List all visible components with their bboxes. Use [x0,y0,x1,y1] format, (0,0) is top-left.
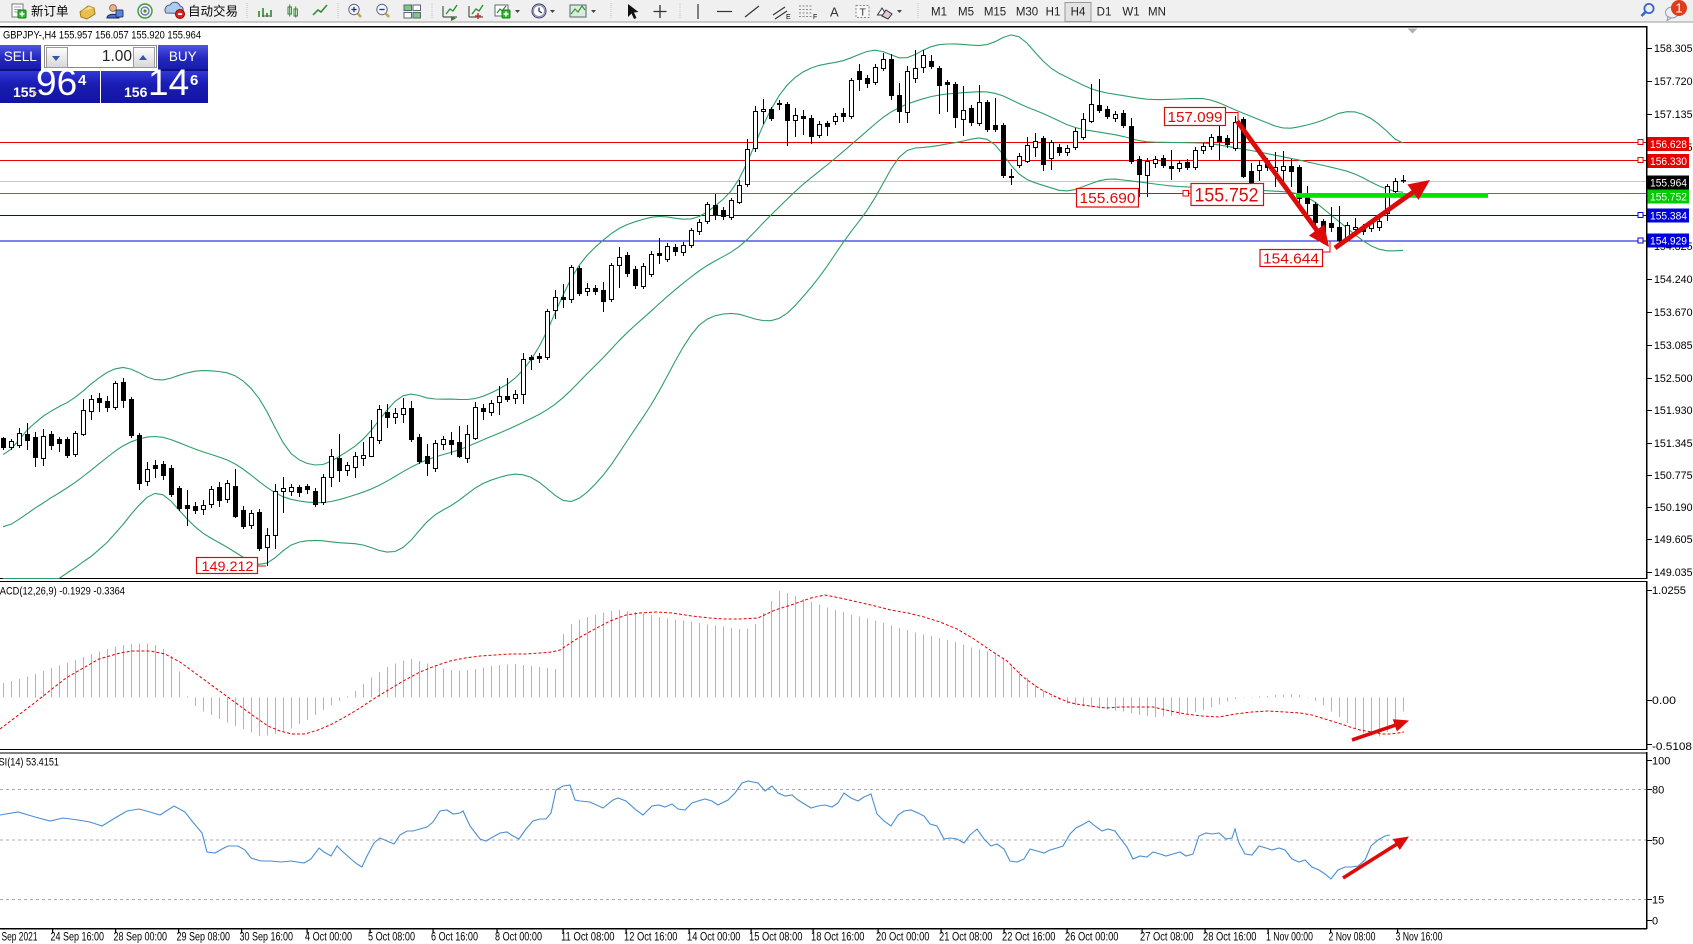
svg-text:153.670: 153.670 [1654,307,1693,319]
svg-text:155.752: 155.752 [1195,186,1259,207]
svg-text:6 Oct 16:00: 6 Oct 16:00 [431,930,478,944]
svg-text:4 Oct 00:00: 4 Oct 00:00 [305,930,352,944]
svg-text:MN: MN [1148,7,1166,19]
svg-text:11 Oct 08:00: 11 Oct 08:00 [561,930,615,944]
svg-text:28 Oct 16:00: 28 Oct 16:00 [1203,930,1257,944]
svg-text:149.212: 149.212 [202,558,254,574]
svg-text:158.305: 158.305 [1654,43,1693,55]
svg-text:5 Oct 08:00: 5 Oct 08:00 [368,930,415,944]
svg-text:1.0255: 1.0255 [1652,585,1686,597]
svg-text:M15: M15 [984,7,1006,19]
svg-text:3 Nov 16:00: 3 Nov 16:00 [1396,930,1443,944]
svg-text:1 Nov 00:00: 1 Nov 00:00 [1266,930,1313,944]
svg-text:1: 1 [1675,1,1682,16]
svg-text:154.644: 154.644 [1263,251,1319,268]
svg-text:15 Oct 08:00: 15 Oct 08:00 [749,930,803,944]
svg-text:30 Sep 16:00: 30 Sep 16:00 [240,930,294,944]
svg-text:8 Oct 00:00: 8 Oct 00:00 [495,930,542,944]
svg-text:M1: M1 [931,7,947,19]
svg-text:T: T [860,7,867,19]
svg-text:RSI(14) 53.4151: RSI(14) 53.4151 [0,757,59,769]
svg-text:149.035: 149.035 [1654,567,1693,579]
svg-text:157.135: 157.135 [1654,109,1693,121]
svg-text:27 Oct 08:00: 27 Oct 08:00 [1140,930,1194,944]
svg-text:14 Oct 00:00: 14 Oct 00:00 [687,930,741,944]
svg-text:M5: M5 [958,7,974,19]
svg-text:150.190: 150.190 [1654,502,1693,514]
svg-text:153.085: 153.085 [1654,340,1693,352]
svg-text:100: 100 [1652,756,1670,768]
svg-text:新订单: 新订单 [31,4,69,19]
svg-text:152.500: 152.500 [1654,373,1693,385]
svg-text:15: 15 [1652,895,1664,907]
svg-text:0: 0 [1652,916,1658,928]
svg-text:-0.5108: -0.5108 [1652,741,1692,753]
svg-text:29 Sep 08:00: 29 Sep 08:00 [177,930,231,944]
svg-text:157.720: 157.720 [1654,76,1693,88]
svg-text:M30: M30 [1016,7,1038,19]
svg-text:GBPJPY-,H4 155.957 156.057 15: GBPJPY-,H4 155.957 156.057 155.920 155.9… [3,30,201,42]
svg-text:155.384: 155.384 [1650,211,1687,223]
svg-text:150.775: 150.775 [1654,470,1693,482]
svg-text:151.930: 151.930 [1654,405,1693,417]
svg-text:155.964: 155.964 [1650,178,1687,190]
svg-text:自动交易: 自动交易 [188,4,238,19]
svg-text:20 Oct 00:00: 20 Oct 00:00 [876,930,930,944]
svg-text:Sep 2021: Sep 2021 [2,930,38,944]
svg-text:22 Oct 16:00: 22 Oct 16:00 [1002,930,1056,944]
svg-text:156.628: 156.628 [1650,139,1687,151]
svg-text:W1: W1 [1122,7,1139,19]
svg-text:E: E [786,14,791,21]
svg-text:24 Sep 16:00: 24 Sep 16:00 [51,930,105,944]
svg-text:156.330: 156.330 [1650,156,1687,168]
svg-text:26 Oct 00:00: 26 Oct 00:00 [1065,930,1119,944]
svg-text:H1: H1 [1046,7,1061,19]
svg-text:28 Sep 00:00: 28 Sep 00:00 [114,930,168,944]
svg-text:157.099: 157.099 [1168,109,1223,126]
svg-text:155.690: 155.690 [1080,190,1136,207]
svg-text:154.929: 154.929 [1650,236,1687,248]
svg-text:D1: D1 [1097,7,1112,19]
svg-text:154.240: 154.240 [1654,274,1693,286]
svg-text:50: 50 [1652,836,1664,848]
svg-text:21 Oct 08:00: 21 Oct 08:00 [939,930,993,944]
svg-text:18 Oct 16:00: 18 Oct 16:00 [811,930,865,944]
svg-text:2 Nov 08:00: 2 Nov 08:00 [1329,930,1376,944]
svg-text:H4: H4 [1071,7,1086,19]
svg-text:155.752: 155.752 [1650,192,1687,204]
svg-text:151.345: 151.345 [1654,438,1693,450]
svg-text:F: F [813,14,817,21]
svg-text:149.605: 149.605 [1654,534,1693,546]
svg-text:80: 80 [1652,785,1664,797]
svg-text:0.00: 0.00 [1652,695,1676,707]
svg-text:12 Oct 16:00: 12 Oct 16:00 [624,930,678,944]
svg-text:A: A [830,5,839,20]
svg-text:MACD(12,26,9) -0.1929 -0.3364: MACD(12,26,9) -0.1929 -0.3364 [0,586,125,598]
